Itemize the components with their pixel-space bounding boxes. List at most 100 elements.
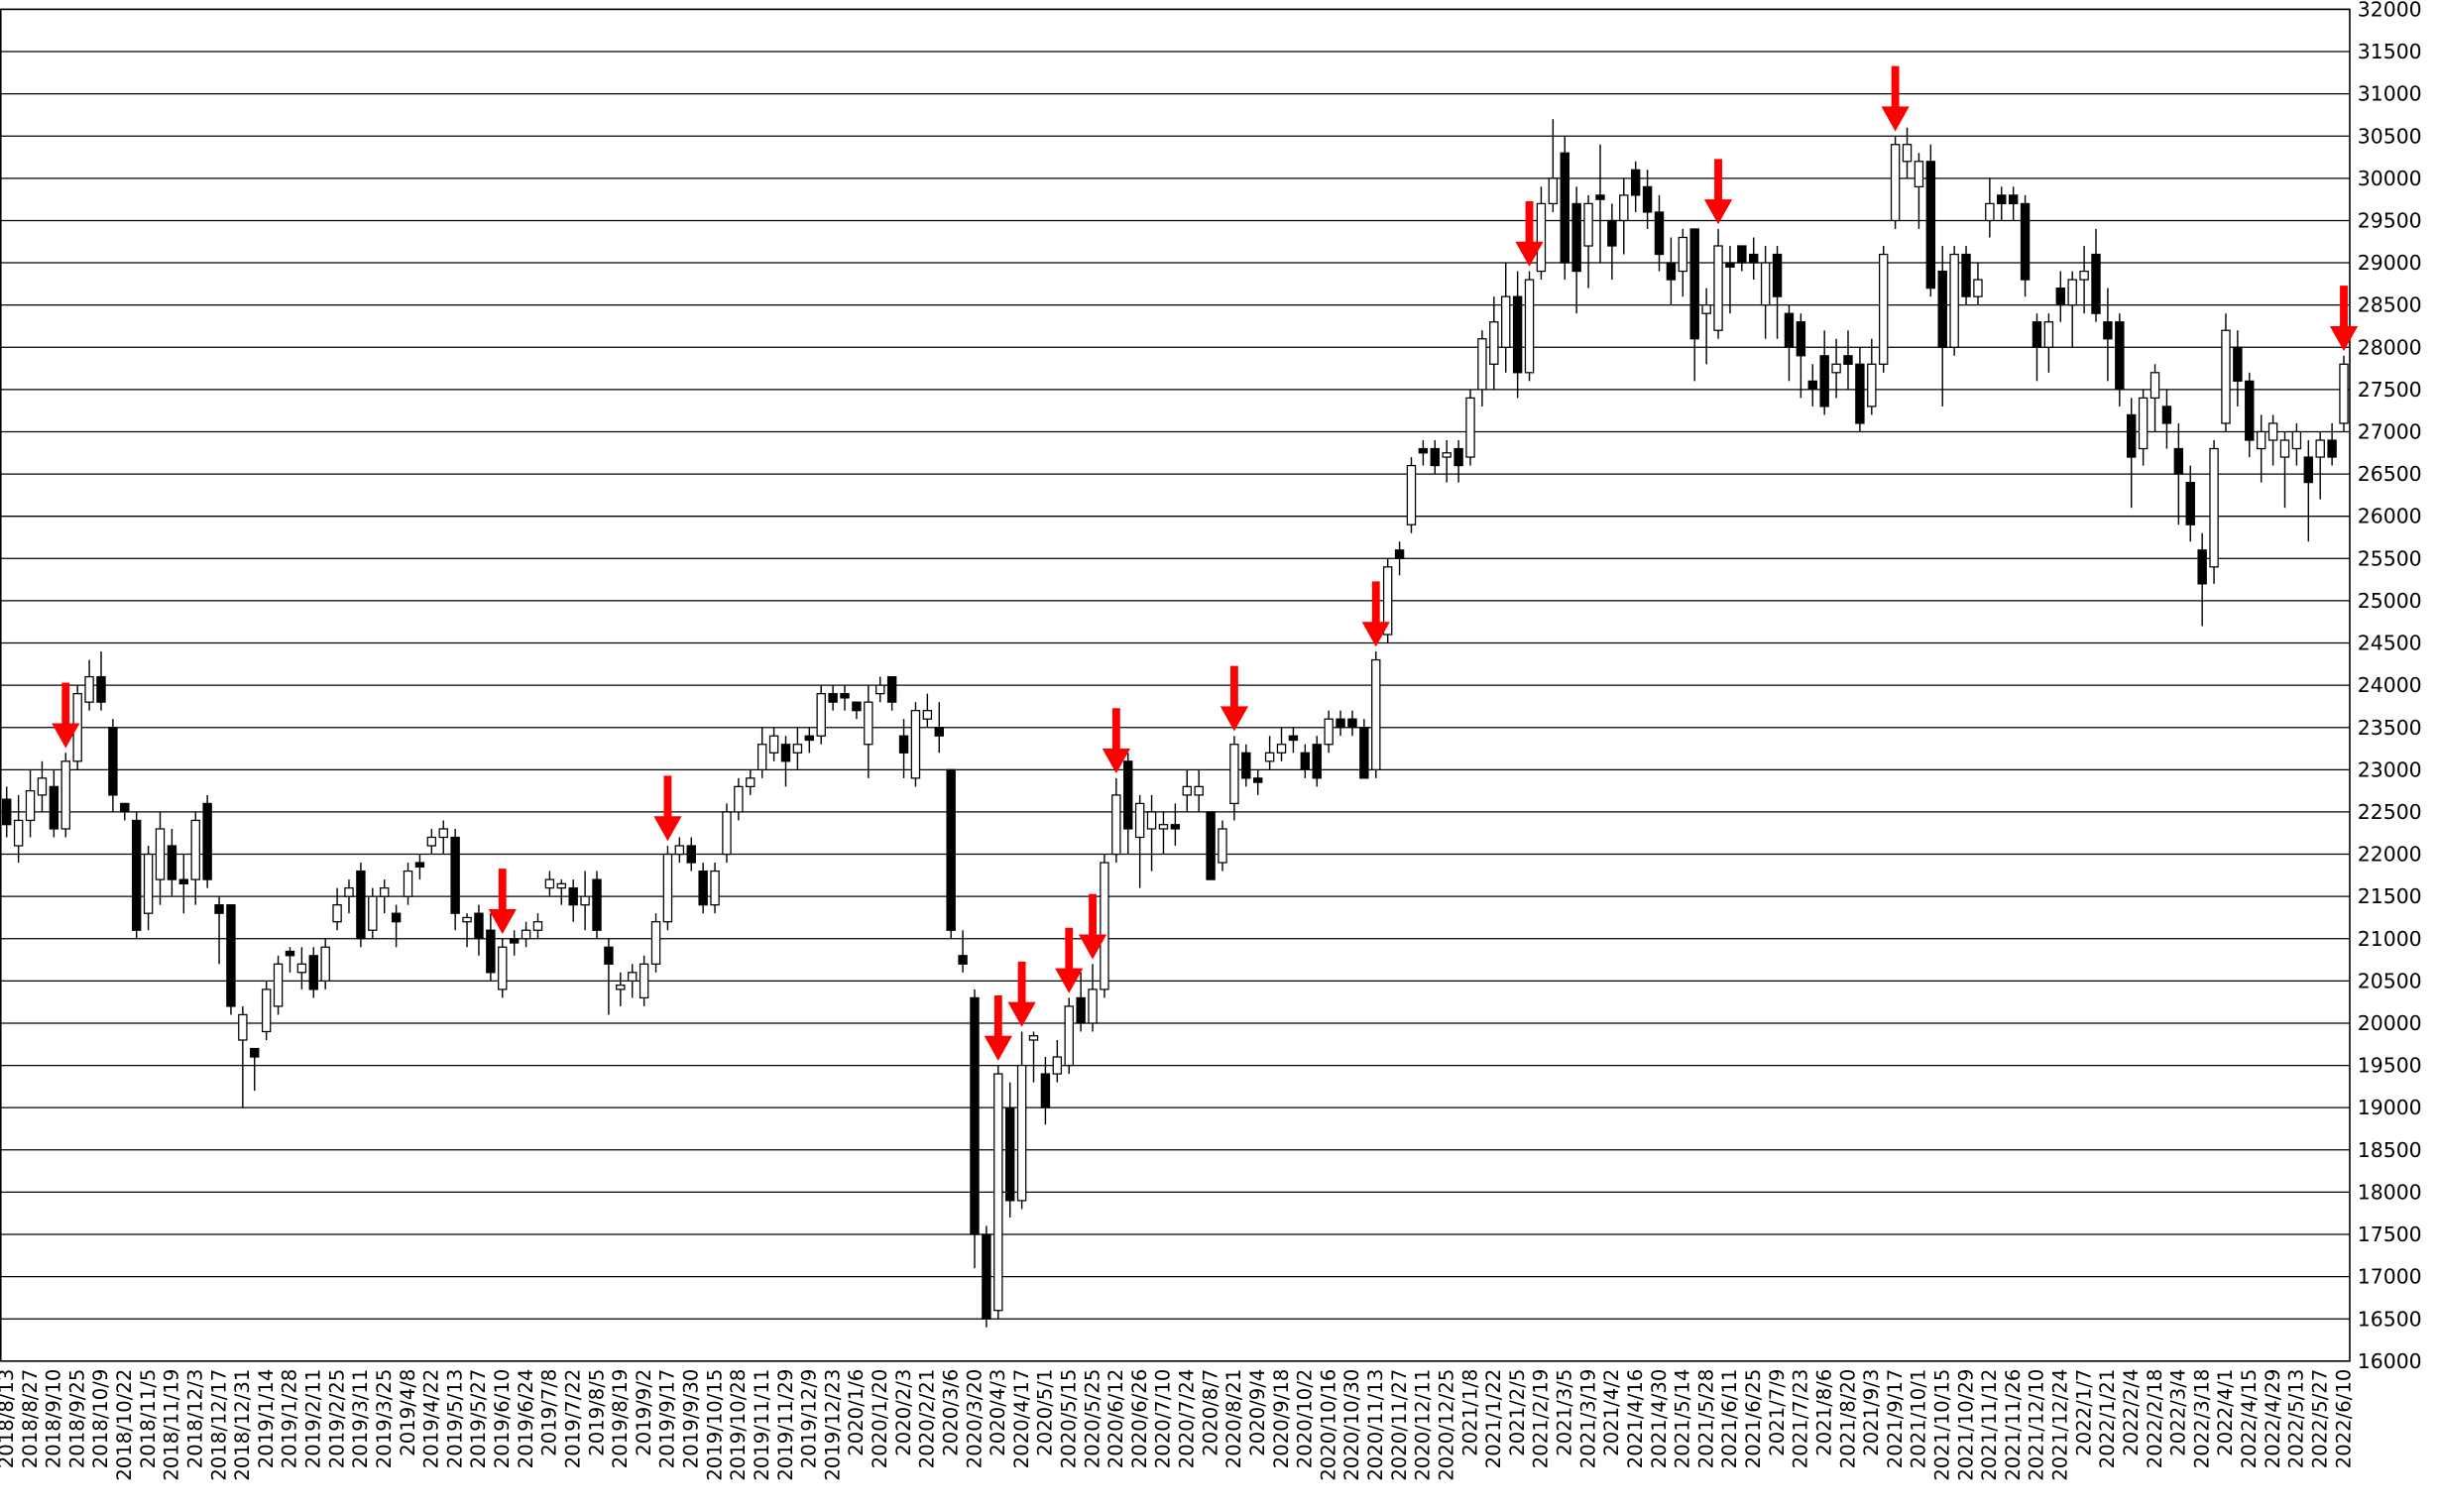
candle-body bbox=[380, 886, 390, 897]
candle-body bbox=[60, 760, 70, 830]
x-tick-label: 2019/2/25 bbox=[325, 1369, 348, 1469]
x-tick-label: 2020/10/16 bbox=[1317, 1369, 1339, 1481]
candle-body bbox=[1182, 785, 1192, 796]
candle-body bbox=[1040, 1073, 1051, 1108]
x-tick-label: 2018/10/9 bbox=[89, 1369, 112, 1469]
x-tick-label: 2020/8/21 bbox=[1222, 1369, 1245, 1469]
x-tick-label: 2021/10/29 bbox=[1954, 1369, 1977, 1481]
candle-body bbox=[1949, 253, 1959, 348]
candle-body bbox=[2279, 439, 2290, 458]
candle-body bbox=[1076, 996, 1086, 1024]
x-tick-label: 2020/1/6 bbox=[845, 1369, 868, 1456]
candle-body bbox=[828, 693, 838, 703]
candle-body bbox=[1902, 144, 1913, 163]
candle-body bbox=[2256, 430, 2266, 450]
x-tick-label: 2021/8/20 bbox=[1836, 1369, 1859, 1469]
candle-body bbox=[1737, 245, 1747, 264]
y-tick-label: 30000 bbox=[2358, 167, 2422, 190]
candle-body bbox=[1288, 735, 1299, 742]
candle-body bbox=[2079, 270, 2089, 281]
y-tick-label: 16000 bbox=[2358, 1349, 2422, 1373]
candle-body bbox=[698, 870, 708, 906]
candle-body bbox=[639, 963, 649, 999]
candle-body bbox=[1654, 211, 1665, 256]
x-tick-label: 2019/8/5 bbox=[585, 1369, 608, 1456]
y-tick-label: 23500 bbox=[2358, 716, 2422, 740]
x-tick-label: 2021/4/16 bbox=[1624, 1369, 1647, 1469]
candle-body bbox=[143, 853, 154, 914]
candle-body bbox=[486, 929, 496, 974]
x-tick-label: 2020/11/27 bbox=[1388, 1369, 1411, 1481]
x-tick-label: 2020/4/3 bbox=[987, 1369, 1009, 1456]
candle-body bbox=[2067, 279, 2077, 306]
x-tick-label: 2020/7/24 bbox=[1176, 1369, 1199, 1469]
x-tick-label: 2022/2/18 bbox=[2144, 1369, 2166, 1469]
candle-body bbox=[1819, 355, 1829, 407]
candle-body bbox=[1725, 262, 1735, 268]
candle-body bbox=[1064, 1005, 1074, 1067]
candle-body bbox=[1146, 811, 1157, 830]
candle-body bbox=[2103, 321, 2113, 340]
x-tick-label: 2019/1/28 bbox=[279, 1369, 301, 1469]
candle-body bbox=[13, 819, 24, 847]
candle-body bbox=[1218, 828, 1227, 864]
candle-body bbox=[568, 886, 578, 906]
candle-body bbox=[722, 811, 732, 856]
y-tick-label: 29500 bbox=[2358, 209, 2422, 233]
signal-arrow bbox=[1361, 581, 1390, 647]
x-tick-label: 2019/1/14 bbox=[255, 1369, 278, 1469]
x-tick-label: 2021/12/10 bbox=[2026, 1369, 2048, 1481]
candle-body bbox=[1914, 161, 1924, 187]
candle-body bbox=[2315, 439, 2325, 458]
candle-body bbox=[1890, 144, 1901, 222]
signal-arrow bbox=[653, 775, 682, 842]
candle-body bbox=[1678, 236, 1688, 273]
candle-body bbox=[1276, 744, 1287, 754]
x-tick-label: 2020/1/20 bbox=[869, 1369, 891, 1469]
y-tick-label: 28500 bbox=[2358, 293, 2422, 317]
x-tick-label: 2020/10/2 bbox=[1294, 1369, 1317, 1469]
candle-body bbox=[1867, 363, 1877, 407]
candle-body bbox=[332, 904, 342, 923]
candle-body bbox=[1312, 744, 1322, 779]
candle-body bbox=[2303, 456, 2314, 484]
x-tick-label: 2019/10/15 bbox=[703, 1369, 726, 1481]
x-tick-label: 2020/12/25 bbox=[1435, 1369, 1457, 1481]
x-tick-label: 2020/6/12 bbox=[1104, 1369, 1127, 1469]
candle-body bbox=[1501, 295, 1511, 348]
x-tick-label: 2021/1/22 bbox=[1482, 1369, 1505, 1469]
candle-body bbox=[1619, 194, 1629, 222]
candle-body bbox=[190, 819, 200, 880]
signal-arrow bbox=[1078, 893, 1107, 960]
candle-body bbox=[2339, 363, 2349, 424]
candle-body bbox=[1807, 380, 1817, 391]
candle-body bbox=[509, 938, 520, 944]
candle-body bbox=[2221, 329, 2231, 424]
x-tick-label: 2021/7/23 bbox=[1790, 1369, 1812, 1469]
candle-body bbox=[2291, 430, 2302, 450]
candle-body bbox=[792, 744, 803, 754]
y-tick-label: 16500 bbox=[2358, 1307, 2422, 1331]
y-tick-label: 30500 bbox=[2358, 124, 2422, 148]
y-tick-label: 21000 bbox=[2358, 927, 2422, 951]
candle-body bbox=[970, 996, 980, 1235]
signal-arrow bbox=[1007, 961, 1036, 1027]
signal-arrow bbox=[1102, 708, 1130, 774]
candle-body bbox=[2161, 406, 2172, 424]
candle-body bbox=[1028, 1035, 1039, 1041]
x-tick-label: 2022/4/15 bbox=[2238, 1369, 2261, 1469]
candle-body bbox=[178, 878, 189, 884]
x-tick-label: 2018/11/5 bbox=[137, 1369, 160, 1469]
candle-body bbox=[674, 845, 685, 856]
candle-body bbox=[1359, 727, 1369, 779]
candle-body bbox=[1985, 202, 1995, 222]
x-tick-label: 2019/12/23 bbox=[821, 1369, 844, 1481]
x-tick-label: 2021/3/19 bbox=[1576, 1369, 1599, 1469]
x-tick-label: 2021/8/6 bbox=[1812, 1369, 1835, 1456]
x-tick-label: 2019/3/25 bbox=[373, 1369, 396, 1469]
x-tick-label: 2021/1/8 bbox=[1458, 1369, 1481, 1456]
candle-body bbox=[1088, 989, 1098, 1024]
x-tick-label: 2019/7/22 bbox=[561, 1369, 584, 1469]
candle-body bbox=[1465, 397, 1475, 458]
candle-body bbox=[1855, 363, 1865, 424]
